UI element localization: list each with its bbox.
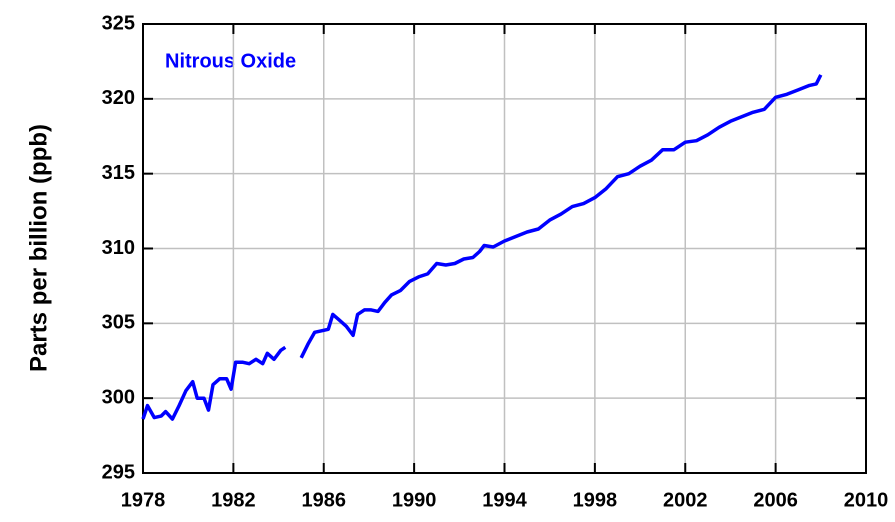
y-tick-label: 305	[102, 312, 135, 334]
y-axis-label: Parts per billion (ppb)	[25, 124, 52, 372]
y-tick-label: 295	[102, 461, 135, 483]
y-tick-label: 320	[102, 87, 135, 109]
plot-frame	[142, 23, 867, 474]
x-tick-label: 1998	[573, 489, 618, 511]
x-tick-label: 1986	[302, 489, 347, 511]
x-tick-label: 1994	[482, 489, 527, 511]
x-tick-label: 2010	[844, 489, 889, 511]
y-tick-label: 315	[102, 162, 135, 184]
y-tick-label: 325	[102, 12, 135, 34]
x-tick-label: 2006	[753, 489, 798, 511]
x-tick-label: 1978	[121, 489, 166, 511]
y-tick-label: 300	[102, 386, 135, 408]
x-tick-label: 1990	[392, 489, 437, 511]
x-tick-label: 2002	[663, 489, 708, 511]
y-tick-label: 310	[102, 237, 135, 259]
annotation: Nitrous Oxide	[165, 50, 296, 72]
x-tick-label: 1982	[211, 489, 256, 511]
data-line	[141, 74, 823, 421]
